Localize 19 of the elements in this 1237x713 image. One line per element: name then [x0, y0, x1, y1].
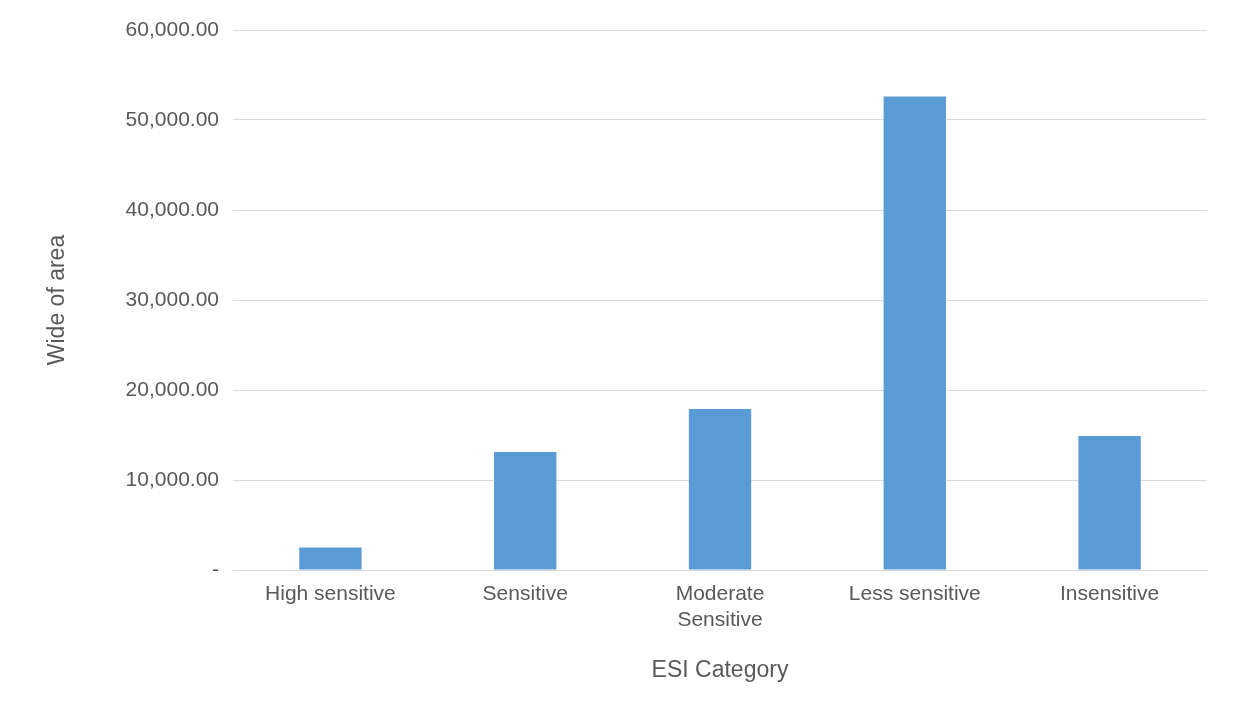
x-axis-title: ESI Category [651, 655, 789, 682]
x-tick-label: Less sensitive [848, 581, 981, 605]
x-tick-label: Insensitive [1059, 581, 1160, 605]
bar [1078, 435, 1141, 570]
x-tick-label: Sensitive [482, 581, 568, 605]
bar [688, 408, 752, 570]
y-axis-title: Wide of area [43, 234, 70, 366]
bar [494, 452, 557, 570]
x-tick-label: High sensitive [265, 581, 396, 605]
y-tick-label: - [212, 556, 220, 580]
y-tick-label: 40,000.00 [125, 196, 220, 220]
y-tick-label: 10,000.00 [125, 466, 220, 490]
bar [883, 96, 946, 570]
bar [299, 547, 362, 570]
x-tick-label: Moderate Sensitive [675, 581, 765, 630]
y-tick-label: 30,000.00 [125, 286, 220, 310]
y-tick-label: 60,000.00 [125, 16, 220, 40]
y-tick-label: 20,000.00 [125, 376, 220, 400]
y-tick-label: 50,000.00 [125, 106, 220, 130]
